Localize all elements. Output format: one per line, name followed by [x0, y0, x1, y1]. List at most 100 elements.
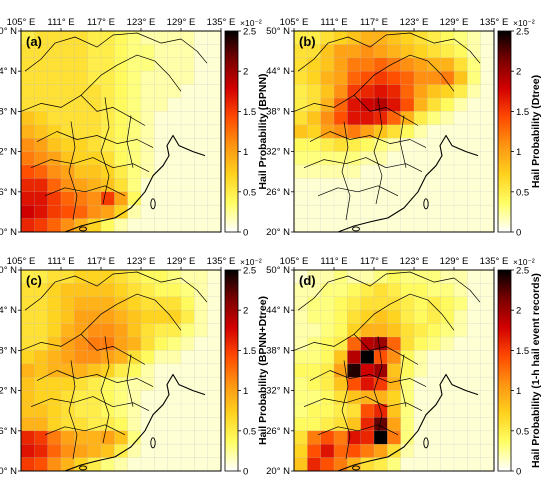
heatmap-cell: [307, 31, 321, 45]
heatmap-cell: [114, 270, 128, 284]
heatmap-cell: [114, 377, 128, 391]
heatmap-cell: [87, 124, 102, 139]
heatmap-cell: [360, 178, 375, 193]
heatmap-cell: [167, 84, 182, 99]
y-tick-label: 26° N: [0, 426, 17, 437]
heatmap-cell: [387, 124, 401, 139]
heatmap-cell: [400, 296, 415, 311]
heatmap-cell: [454, 457, 468, 472]
heatmap-cell: [181, 363, 195, 378]
heatmap-cell: [87, 44, 102, 59]
heatmap-cell: [167, 323, 182, 338]
province-boundary: [373, 336, 383, 443]
heatmap-cell: [74, 404, 88, 418]
heatmap-cell: [294, 404, 308, 418]
heatmap-cell: [374, 205, 388, 219]
heatmap-cell: [207, 310, 222, 324]
heatmap-cell: [101, 444, 115, 458]
province-boundary: [80, 293, 182, 335]
heatmap-cell: [141, 310, 155, 324]
island-taiwan: [423, 198, 429, 210]
heatmap-cell: [194, 124, 208, 139]
heatmap-cell: [400, 71, 415, 85]
heatmap-cell: [154, 84, 168, 99]
heatmap-cell: [480, 151, 495, 166]
heatmap-cell: [480, 84, 495, 99]
heatmap-cell: [101, 337, 115, 351]
heatmap-cell: [114, 283, 128, 298]
heatmap-cell: [320, 205, 335, 219]
heatmap-cell: [47, 165, 62, 179]
heatmap-cell: [294, 457, 308, 472]
heatmap-cell: [101, 218, 115, 233]
heatmap-cell: [87, 138, 102, 152]
heatmap-cell: [347, 377, 361, 391]
heatmap-cell: [334, 111, 348, 126]
panel-label: (c): [26, 273, 42, 288]
heatmap-cell: [427, 165, 441, 179]
heatmap-cell: [307, 270, 321, 284]
heatmap-cell: [34, 98, 48, 112]
heatmap-cell: [74, 430, 88, 445]
heatmap-cell: [360, 430, 375, 445]
heatmap-cell: [114, 310, 128, 324]
heatmap-cell: [87, 57, 102, 72]
heatmap-cell: [307, 417, 321, 432]
heatmap-cell: [127, 296, 142, 311]
heatmap-cell: [480, 310, 495, 324]
heatmap-cell: [360, 124, 375, 139]
heatmap-cell: [154, 218, 168, 233]
heatmap-cell: [34, 84, 48, 99]
heatmap-cell: [414, 151, 428, 166]
heatmap-cell: [34, 165, 48, 179]
heatmap-cell: [320, 377, 335, 391]
heatmap-cell: [440, 283, 455, 298]
colorbar-tick-label: 0: [516, 228, 521, 239]
heatmap-cell: [167, 457, 182, 472]
heatmap-cell: [360, 310, 375, 324]
x-tick-label: 117° E: [360, 256, 388, 267]
heatmap-cell: [21, 205, 35, 219]
heatmap-cell: [320, 310, 335, 324]
heatmap-cell: [47, 124, 62, 139]
heatmap-cell: [47, 283, 62, 298]
heatmap-cell: [194, 98, 208, 112]
x-tick-label: 129° E: [167, 256, 196, 267]
heatmap-cell: [207, 31, 222, 45]
heatmap-cell: [374, 296, 388, 311]
heatmap-cell: [414, 71, 428, 85]
heatmap-cell: [127, 218, 142, 233]
heatmap-cell: [427, 44, 441, 59]
heatmap-cell: [61, 404, 75, 418]
heatmap-cell: [307, 71, 321, 85]
heatmap-cell: [400, 205, 415, 219]
heatmap-cell: [87, 363, 102, 378]
heatmap-cell: [74, 205, 88, 219]
heatmap-cell: [181, 337, 195, 351]
heatmap-cell: [454, 430, 468, 445]
x-tick-label: 111° E: [320, 17, 347, 28]
heatmap-cell: [440, 270, 455, 284]
heatmap-cell: [294, 191, 308, 206]
heatmap-cell: [467, 205, 481, 219]
heatmap-cell: [127, 404, 142, 418]
heatmap-cell: [467, 363, 481, 378]
heatmap-cell: [294, 111, 308, 126]
heatmap-cell: [21, 191, 35, 206]
heatmap-cell: [440, 151, 455, 166]
heatmap-cell: [467, 178, 481, 193]
heatmap-cell: [400, 283, 415, 298]
heatmap-cell: [454, 191, 468, 206]
heatmap-cell: [467, 350, 481, 365]
heatmap-cell: [467, 71, 481, 85]
heatmap-cell: [400, 31, 415, 45]
y-tick-label: 20° N: [0, 466, 17, 477]
heatmap-cell: [101, 71, 115, 85]
heatmap-cell: [47, 178, 62, 193]
heatmap-cell: [360, 417, 375, 432]
heatmap-cell: [427, 430, 441, 445]
heatmap-cell: [127, 191, 142, 206]
heatmap-cell: [74, 363, 88, 378]
y-tick-label: 44° N: [0, 305, 17, 316]
